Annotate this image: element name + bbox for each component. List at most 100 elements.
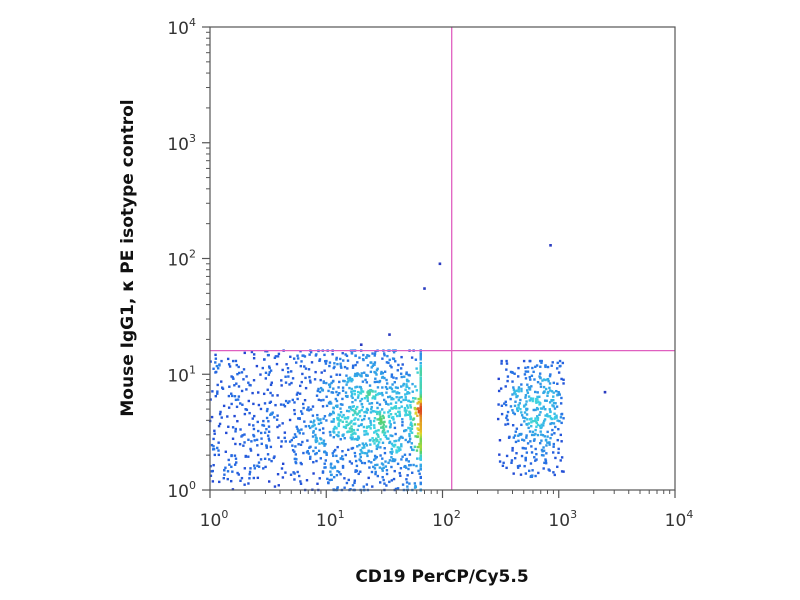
event-dot bbox=[557, 392, 561, 395]
event-dot bbox=[253, 464, 256, 467]
event-dot bbox=[290, 381, 293, 385]
event-dot bbox=[322, 380, 325, 383]
event-dot bbox=[412, 448, 415, 452]
event-dot bbox=[335, 373, 338, 376]
tick-exponent: 1 bbox=[338, 508, 345, 521]
event-dot bbox=[228, 463, 231, 466]
tick-base: 10 bbox=[167, 482, 189, 502]
event-dot bbox=[378, 413, 382, 416]
event-dot bbox=[383, 431, 387, 434]
event-dot bbox=[381, 386, 384, 389]
event-dot bbox=[269, 445, 273, 449]
event-dot bbox=[524, 472, 528, 475]
event-dot bbox=[357, 418, 360, 421]
event-dot bbox=[543, 461, 546, 465]
event-dot bbox=[381, 475, 384, 479]
tick-base: 10 bbox=[167, 366, 189, 386]
event-dot bbox=[335, 427, 338, 430]
event-dot bbox=[293, 412, 296, 416]
event-dot bbox=[299, 480, 302, 483]
event-dot bbox=[221, 386, 224, 389]
event-dot bbox=[520, 387, 523, 391]
event-dot bbox=[383, 398, 386, 402]
event-dot bbox=[366, 364, 370, 367]
event-dot bbox=[337, 413, 340, 416]
event-dot bbox=[383, 411, 386, 414]
event-dot bbox=[536, 398, 539, 401]
event-dot bbox=[323, 444, 326, 447]
event-dot bbox=[546, 413, 549, 416]
event-dot bbox=[318, 358, 322, 361]
event-dot bbox=[541, 450, 544, 453]
event-dot bbox=[267, 420, 270, 423]
event-dot bbox=[341, 455, 344, 458]
event-dot bbox=[362, 425, 366, 429]
event-dot bbox=[211, 480, 215, 483]
event-dot bbox=[329, 375, 333, 378]
event-dot bbox=[390, 442, 394, 446]
event-dot bbox=[562, 417, 565, 420]
event-dot bbox=[545, 452, 548, 455]
event-dot bbox=[366, 399, 369, 403]
event-dot bbox=[511, 449, 514, 452]
event-dot bbox=[341, 415, 344, 419]
event-dot bbox=[355, 469, 359, 473]
event-dot bbox=[560, 456, 564, 459]
event-dot bbox=[362, 485, 365, 488]
event-dot bbox=[220, 380, 223, 383]
event-dot bbox=[256, 464, 259, 468]
event-dot bbox=[419, 431, 422, 434]
event-dot bbox=[530, 433, 534, 437]
event-dot bbox=[400, 405, 403, 408]
event-dot bbox=[235, 382, 238, 385]
event-dot bbox=[293, 408, 296, 412]
y-tick-label: 101 bbox=[167, 363, 196, 386]
event-dot bbox=[544, 459, 548, 463]
event-dot bbox=[219, 410, 222, 414]
event-dot bbox=[378, 410, 382, 413]
event-dot bbox=[419, 419, 422, 422]
event-dot bbox=[376, 474, 380, 478]
event-dot bbox=[419, 415, 422, 418]
event-dot bbox=[413, 482, 417, 485]
event-dot bbox=[499, 387, 503, 390]
event-dot bbox=[335, 399, 339, 403]
event-dot bbox=[273, 416, 276, 419]
event-dot bbox=[386, 430, 390, 433]
event-dot bbox=[525, 413, 529, 416]
event-dot bbox=[356, 390, 360, 394]
event-dot bbox=[408, 374, 411, 377]
event-dot bbox=[374, 463, 377, 467]
event-dot bbox=[363, 410, 366, 414]
event-dot bbox=[306, 408, 309, 411]
event-dot bbox=[291, 398, 295, 402]
event-dot bbox=[346, 377, 350, 380]
event-dot bbox=[314, 427, 318, 430]
event-dot bbox=[398, 446, 401, 449]
event-dot bbox=[262, 392, 266, 396]
event-dot bbox=[268, 366, 271, 370]
event-dot bbox=[556, 465, 559, 469]
event-dot bbox=[506, 375, 510, 378]
event-dot bbox=[350, 380, 353, 383]
event-dot bbox=[367, 389, 370, 393]
event-dot bbox=[360, 387, 363, 391]
event-dot bbox=[245, 388, 248, 391]
event-dot bbox=[283, 405, 287, 408]
event-dot bbox=[231, 488, 235, 491]
event-dot bbox=[350, 462, 354, 465]
event-dot bbox=[270, 459, 273, 463]
event-dot bbox=[332, 430, 335, 433]
tick-exponent: 1 bbox=[189, 363, 196, 376]
event-dot bbox=[389, 434, 392, 437]
event-dot bbox=[546, 365, 550, 369]
event-dot bbox=[344, 394, 348, 398]
event-dot bbox=[528, 375, 531, 379]
event-dot bbox=[277, 352, 281, 356]
event-dot bbox=[539, 407, 543, 410]
event-dot bbox=[342, 359, 345, 362]
event-dot bbox=[269, 400, 273, 404]
event-dot bbox=[365, 444, 369, 447]
event-dot bbox=[408, 434, 411, 438]
event-dot bbox=[375, 410, 378, 414]
